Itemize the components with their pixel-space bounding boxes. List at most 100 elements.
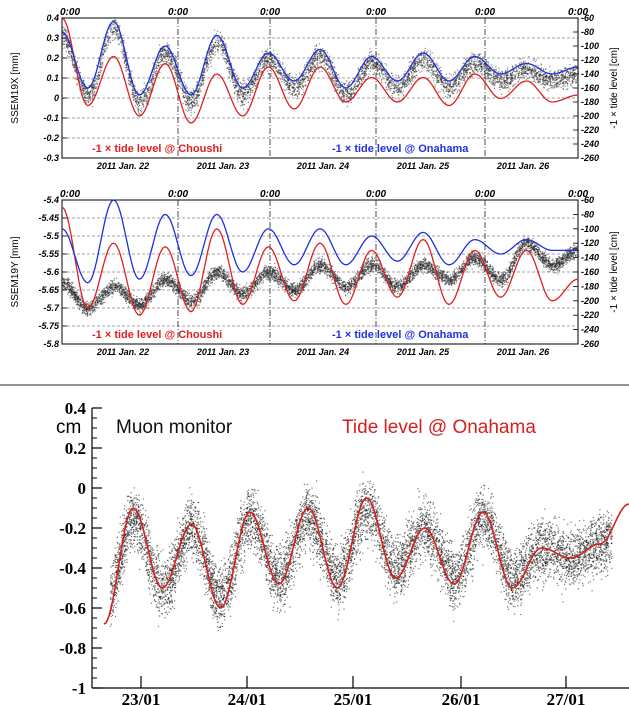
data-point [414, 59, 416, 61]
data-point [522, 62, 524, 64]
data-point [287, 79, 289, 81]
data-point [132, 93, 134, 95]
data-point [574, 69, 576, 71]
data-point [408, 73, 410, 75]
data-point [69, 40, 71, 42]
data-point [313, 60, 316, 63]
data-point [206, 61, 209, 63]
data-point [341, 90, 343, 92]
data-point [566, 78, 568, 80]
data-point [210, 62, 212, 64]
data-point [486, 61, 488, 63]
data-point [491, 66, 494, 68]
data-point [207, 64, 209, 66]
data-point [146, 94, 148, 96]
data-point [91, 88, 93, 90]
data-point [501, 83, 503, 85]
data-point [200, 82, 202, 84]
data-point [533, 71, 535, 73]
data-point [344, 92, 346, 95]
data-point [487, 69, 489, 71]
data-point [101, 51, 103, 54]
data-point [510, 74, 512, 76]
data-point [205, 61, 207, 63]
data-point [226, 67, 228, 69]
data-point [399, 83, 401, 85]
data-point [556, 74, 558, 77]
data-point [194, 102, 196, 104]
data-point [572, 66, 574, 68]
data-point [576, 65, 578, 67]
data-point [295, 93, 297, 95]
data-point [130, 83, 132, 85]
data-point [161, 50, 163, 52]
data-point [463, 67, 465, 69]
data-point [527, 77, 529, 80]
data-point [158, 44, 161, 46]
data-point [184, 91, 186, 93]
data-point [223, 38, 225, 40]
data-point [251, 86, 253, 88]
data-point [411, 79, 413, 81]
data-point [495, 75, 497, 77]
data-point [509, 88, 511, 90]
data-point [490, 64, 492, 66]
data-point [376, 53, 378, 55]
data-point [206, 58, 208, 61]
data-point [557, 77, 559, 79]
data-point [70, 59, 72, 61]
data-point [313, 57, 315, 60]
data-point [360, 82, 362, 84]
data-point [89, 98, 91, 100]
data-point [558, 72, 560, 74]
data-point [415, 61, 417, 63]
data-point [177, 84, 179, 86]
data-point [74, 69, 76, 71]
data-point [523, 64, 525, 66]
data-point [107, 39, 109, 41]
data-point [499, 81, 501, 83]
data-point [160, 61, 162, 63]
data-point [76, 60, 78, 62]
data-point [564, 72, 567, 74]
data-point [295, 86, 297, 88]
data-point [189, 91, 191, 93]
data-point [193, 111, 195, 113]
data-point [334, 77, 336, 79]
data-point [563, 80, 565, 82]
data-point [400, 87, 402, 89]
data-point [268, 64, 270, 66]
data-point [425, 59, 427, 61]
data-point [401, 92, 403, 94]
data-point [556, 86, 558, 88]
data-point [426, 63, 429, 66]
data-point [550, 83, 552, 85]
data-point [100, 63, 102, 65]
data-point [563, 82, 565, 85]
data-point [214, 45, 216, 47]
data-point [440, 72, 443, 75]
data-point [398, 76, 400, 78]
data-point [123, 56, 125, 58]
data-point [372, 64, 374, 66]
data-point [268, 72, 270, 75]
data-point [236, 85, 238, 87]
data-point [250, 89, 252, 91]
data-point [241, 91, 244, 93]
data-point [210, 65, 212, 67]
data-point [174, 58, 176, 60]
data-point [254, 74, 257, 76]
data-point [245, 98, 247, 100]
data-point [437, 65, 439, 67]
data-point [188, 100, 190, 102]
data-point [526, 64, 528, 66]
data-point [486, 75, 488, 77]
data-point [270, 64, 272, 66]
data-point [437, 77, 439, 79]
data-point [433, 71, 435, 73]
data-point [172, 66, 174, 68]
data-point [236, 83, 238, 85]
data-point [246, 86, 249, 88]
data-point [222, 52, 224, 54]
data-point [206, 57, 209, 59]
